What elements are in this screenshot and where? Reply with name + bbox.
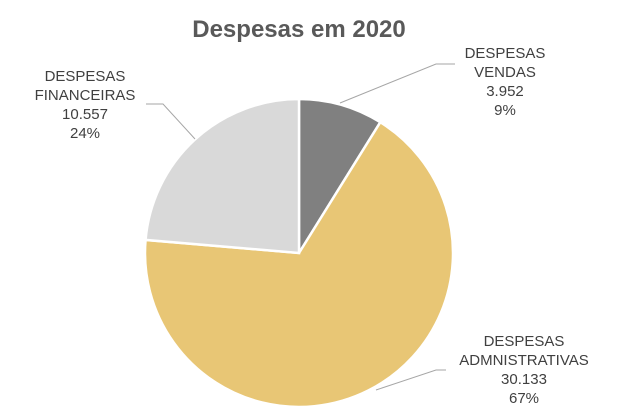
data-label-3-line-4: 24% xyxy=(70,125,100,142)
data-label-1: DESPESAS VENDAS 3.952 9% xyxy=(465,45,546,119)
pie-slice-2 xyxy=(143,120,455,409)
pie-slices xyxy=(143,97,455,409)
data-label-3-line-3: 10.557 xyxy=(62,106,108,123)
data-label-2-line-4: 67% xyxy=(509,390,539,407)
data-label-2: DESPESAS ADMNISTRATIVAS 30.133 67% xyxy=(459,333,588,407)
data-label-3-line-2: FINANCEIRAS xyxy=(35,87,136,104)
data-label-1-line-3: 3.952 xyxy=(486,83,524,100)
data-labels: DESPESAS VENDAS 3.952 9% DESPESAS ADMNISTRATI… xyxy=(35,45,589,407)
leader-line-3 xyxy=(146,103,196,140)
leader-lines xyxy=(146,63,455,391)
data-label-1-line-1: DESPESAS xyxy=(465,45,546,62)
data-label-2-line-1: DESPESAS xyxy=(484,333,565,350)
data-label-2-line-2: ADMNISTRATIVAS xyxy=(459,352,588,369)
pie-slice-1 xyxy=(297,97,383,258)
data-label-1-line-4: 9% xyxy=(494,102,516,119)
data-label-2-line-3: 30.133 xyxy=(501,371,547,388)
leader-line-2 xyxy=(375,369,446,391)
chart-title: Despesas em 2020 xyxy=(192,16,406,43)
leader-line-1 xyxy=(339,63,455,104)
pie-slice-3 xyxy=(144,97,301,255)
data-label-3-line-1: DESPESAS xyxy=(45,68,126,85)
data-label-1-line-2: VENDAS xyxy=(474,64,536,81)
data-label-3: DESPESAS FINANCEIRAS 10.557 24% xyxy=(35,68,136,142)
